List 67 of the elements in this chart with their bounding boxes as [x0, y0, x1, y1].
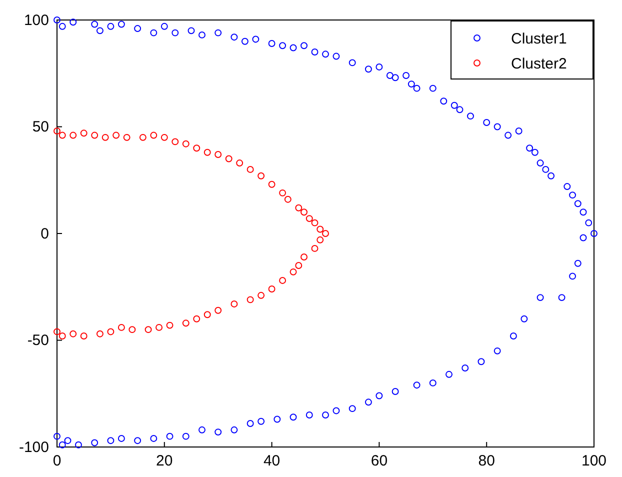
point [225, 155, 232, 162]
point [300, 254, 308, 260]
x-tick-label: 60 [370, 452, 388, 470]
point [268, 286, 276, 292]
point [123, 134, 130, 141]
point [300, 208, 308, 216]
point [193, 315, 200, 322]
point [70, 330, 77, 338]
x-tick-label: 20 [156, 452, 173, 470]
point [295, 204, 302, 212]
point [230, 300, 238, 308]
point [322, 230, 329, 237]
point [58, 132, 66, 139]
point [150, 132, 158, 139]
point [156, 324, 163, 331]
point [204, 148, 211, 156]
point [290, 268, 297, 276]
point [182, 140, 190, 148]
legend-label: Cluster2 [511, 55, 567, 72]
point [58, 332, 66, 340]
point [268, 180, 276, 188]
y-tick-label: -50 [27, 332, 49, 350]
point [279, 276, 286, 284]
point [54, 328, 60, 336]
point [311, 244, 318, 252]
legend-label: Cluster1 [511, 30, 567, 48]
point [246, 296, 254, 304]
x-tick-label: 40 [263, 452, 280, 470]
point [316, 226, 324, 233]
point [70, 132, 77, 139]
point [204, 311, 211, 318]
y-tick-label: 50 [32, 118, 49, 136]
point [102, 134, 109, 141]
point [284, 196, 292, 203]
y-tick-label: 0 [40, 225, 49, 242]
point [279, 189, 286, 196]
x-tick-label: 0 [52, 452, 62, 470]
point [128, 326, 136, 334]
point [80, 332, 88, 340]
point [306, 215, 313, 222]
point [316, 236, 324, 244]
point [112, 132, 120, 139]
point [295, 262, 302, 270]
x-tick-label: 80 [478, 452, 495, 470]
x-tick-label: 100 [581, 452, 607, 470]
point [311, 219, 318, 226]
point [96, 330, 104, 338]
point [214, 306, 222, 314]
point [214, 151, 222, 158]
point [139, 134, 146, 141]
point [258, 172, 265, 180]
point [166, 322, 174, 329]
point [182, 320, 190, 327]
point [172, 138, 179, 146]
point [54, 128, 60, 134]
point [160, 134, 168, 141]
point [91, 132, 98, 139]
point [107, 328, 114, 336]
point [193, 144, 200, 152]
point [118, 324, 125, 331]
y-tick-label: -100 [18, 438, 49, 456]
point [80, 130, 88, 137]
point [144, 326, 152, 334]
point [236, 160, 244, 167]
point [258, 292, 265, 299]
y-tick-label: 100 [24, 12, 49, 29]
point [246, 166, 254, 173]
